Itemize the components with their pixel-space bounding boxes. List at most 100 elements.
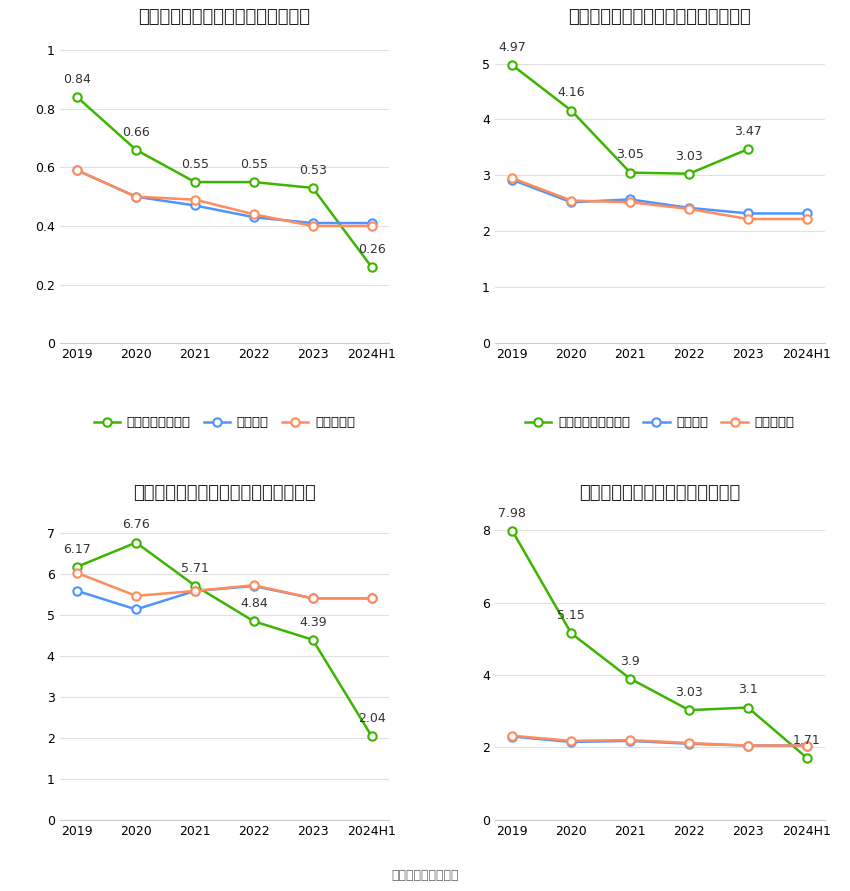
- Text: 3.47: 3.47: [734, 125, 762, 138]
- 公司存货周转率: [507, 526, 518, 536]
- Line: 公司应收账款周转率: 公司应收账款周转率: [73, 538, 376, 740]
- Text: 5.71: 5.71: [181, 561, 209, 575]
- 行业中位数: [190, 585, 200, 596]
- 行业均值: [190, 585, 200, 596]
- 行业均值: [566, 737, 576, 748]
- Text: 数据来源：恒生聚源: 数据来源：恒生聚源: [391, 869, 459, 882]
- Line: 行业中位数: 行业中位数: [73, 568, 376, 602]
- 行业均值: [366, 217, 377, 228]
- Text: 7.98: 7.98: [498, 507, 526, 520]
- Line: 行业均值: 行业均值: [508, 732, 811, 749]
- 行业中位数: [131, 591, 141, 601]
- 行业中位数: [249, 580, 259, 591]
- 行业中位数: [366, 593, 377, 604]
- Line: 行业均值: 行业均值: [73, 167, 376, 227]
- 公司总资产周转率: [72, 92, 82, 102]
- Text: 0.66: 0.66: [122, 126, 150, 139]
- 行业均值: [131, 604, 141, 615]
- 公司总资产周转率: [190, 176, 200, 187]
- 行业中位数: [625, 735, 635, 746]
- 公司固定资产周转率: [743, 143, 753, 154]
- 公司应收账款周转率: [72, 561, 82, 572]
- Text: 0.53: 0.53: [298, 164, 326, 176]
- 公司存货周转率: [743, 702, 753, 713]
- Line: 行业均值: 行业均值: [508, 176, 811, 217]
- 行业中位数: [507, 173, 518, 184]
- Line: 行业均值: 行业均值: [73, 582, 376, 614]
- 行业均值: [566, 197, 576, 208]
- 行业均值: [684, 202, 694, 213]
- Line: 行业中位数: 行业中位数: [73, 167, 376, 230]
- 行业中位数: [566, 195, 576, 206]
- 行业中位数: [366, 221, 377, 232]
- 行业中位数: [566, 735, 576, 746]
- 公司应收账款周转率: [366, 731, 377, 741]
- 行业均值: [743, 208, 753, 219]
- 行业中位数: [625, 197, 635, 208]
- 行业均值: [308, 593, 318, 604]
- 行业中位数: [743, 740, 753, 751]
- 公司总资产周转率: [249, 176, 259, 187]
- Text: 6.76: 6.76: [122, 519, 150, 531]
- 公司应收账款周转率: [249, 616, 259, 626]
- Text: 4.39: 4.39: [299, 616, 326, 629]
- 行业均值: [72, 585, 82, 596]
- 公司固定资产周转率: [566, 105, 576, 116]
- Text: 0.84: 0.84: [63, 73, 91, 86]
- 行业中位数: [72, 165, 82, 176]
- Text: 6.17: 6.17: [63, 543, 91, 556]
- Text: 0.55: 0.55: [240, 158, 268, 171]
- Legend: 公司应收账款周转率, 行业均值, 行业中位数: 公司应收账款周转率, 行业均值, 行业中位数: [84, 887, 365, 891]
- 行业中位数: [72, 568, 82, 578]
- 行业中位数: [507, 731, 518, 741]
- 公司固定资产周转率: [625, 168, 635, 178]
- 行业均值: [802, 208, 812, 219]
- Line: 公司存货周转率: 公司存货周转率: [508, 527, 811, 762]
- 行业中位数: [802, 214, 812, 225]
- 行业均值: [249, 581, 259, 592]
- Text: 5.15: 5.15: [558, 609, 586, 622]
- 公司固定资产周转率: [507, 60, 518, 70]
- Line: 行业中位数: 行业中位数: [508, 174, 811, 223]
- 行业中位数: [684, 204, 694, 215]
- 行业均值: [625, 735, 635, 746]
- 行业中位数: [308, 221, 318, 232]
- Legend: 公司总资产周转率, 行业均值, 行业中位数: 公司总资产周转率, 行业均值, 行业中位数: [88, 412, 360, 435]
- 行业均值: [507, 175, 518, 185]
- Legend: 公司固定资产周转率, 行业均值, 行业中位数: 公司固定资产周转率, 行业均值, 行业中位数: [519, 412, 800, 435]
- 行业均值: [131, 192, 141, 202]
- 行业中位数: [249, 208, 259, 219]
- Text: 4.97: 4.97: [499, 41, 526, 54]
- Text: 0.26: 0.26: [358, 243, 385, 256]
- 公司总资产周转率: [366, 262, 377, 273]
- 公司应收账款周转率: [308, 634, 318, 645]
- 行业均值: [743, 740, 753, 751]
- 公司应收账款周转率: [190, 580, 200, 591]
- Text: 4.16: 4.16: [558, 86, 585, 100]
- 公司总资产周转率: [131, 144, 141, 155]
- 公司总资产周转率: [308, 183, 318, 193]
- 公司存货周转率: [566, 628, 576, 639]
- 行业均值: [190, 200, 200, 211]
- Text: 0.55: 0.55: [181, 158, 209, 171]
- Line: 行业中位数: 行业中位数: [508, 732, 811, 749]
- Text: 3.03: 3.03: [675, 150, 703, 163]
- Text: 3.9: 3.9: [620, 655, 640, 667]
- Title: 海思科历年应收账款周转率情况（次）: 海思科历年应收账款周转率情况（次）: [133, 485, 315, 503]
- Text: 3.05: 3.05: [616, 149, 644, 161]
- Title: 海思科历年存货周转率情况（次）: 海思科历年存货周转率情况（次）: [579, 485, 740, 503]
- 行业均值: [72, 165, 82, 176]
- 行业中位数: [190, 194, 200, 205]
- Line: 公司总资产周转率: 公司总资产周转率: [73, 93, 376, 271]
- Text: 3.1: 3.1: [738, 683, 758, 697]
- 行业均值: [366, 593, 377, 604]
- 行业中位数: [802, 740, 812, 751]
- Legend: 公司存货周转率, 行业均值, 行业中位数: 公司存货周转率, 行业均值, 行业中位数: [528, 887, 791, 891]
- 公司应收账款周转率: [131, 537, 141, 548]
- 公司存货周转率: [684, 705, 694, 715]
- 行业均值: [507, 732, 518, 742]
- 行业中位数: [308, 593, 318, 604]
- 行业均值: [625, 194, 635, 205]
- 行业均值: [249, 212, 259, 223]
- 行业中位数: [131, 192, 141, 202]
